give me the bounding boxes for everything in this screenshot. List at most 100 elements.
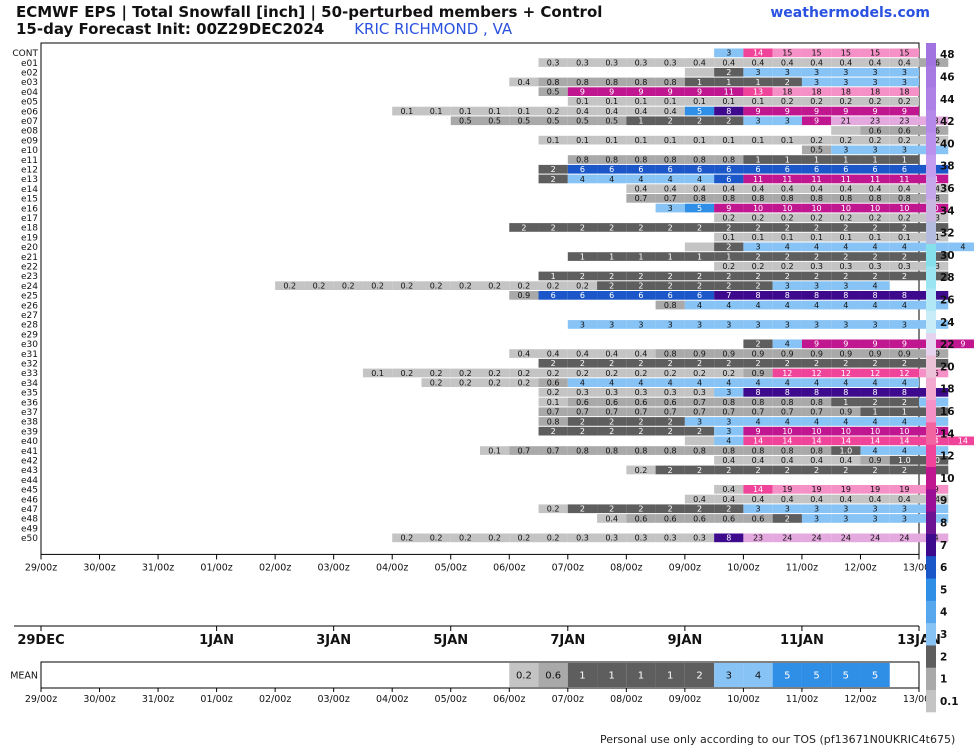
colorbar-label-2: 2 xyxy=(940,651,947,663)
cell-e35-20 xyxy=(626,388,656,397)
cell-e24-10 xyxy=(333,281,363,290)
cell-e34-20 xyxy=(626,378,656,387)
cell-label-e31-27: 0.9 xyxy=(839,349,852,358)
cell-label-e13-23: 6 xyxy=(726,175,731,184)
cell-e06-18 xyxy=(567,106,598,116)
cell-label-e42-28: 0.9 xyxy=(869,456,882,465)
cell-e11-23 xyxy=(714,155,744,164)
cell-label-e15-25: 0.8 xyxy=(781,194,794,203)
cell-label-e50-17: 0.2 xyxy=(547,534,560,543)
cell-e32-17 xyxy=(538,358,568,368)
cell-e12-20 xyxy=(626,164,656,174)
cell-e13-17 xyxy=(538,174,568,184)
cell-label-e17-23: 0.2 xyxy=(722,214,735,223)
colorbar-swatch-25 xyxy=(926,132,936,155)
cell-e04-28 xyxy=(860,87,890,96)
cell-label-e46-27: 0.4 xyxy=(839,495,852,504)
cell-label-e47-22: 2 xyxy=(697,505,702,514)
colorbar-label-16: 22 xyxy=(940,339,955,351)
cell-label-e18-22: 2 xyxy=(697,223,702,232)
cell-e17-23 xyxy=(714,213,744,223)
cell-e04-27 xyxy=(831,87,861,96)
cell-label-e13-18: 4 xyxy=(580,175,585,184)
cell-e12-23 xyxy=(714,164,744,174)
colorbar-label-11: 12 xyxy=(940,451,955,463)
cell-e25-26 xyxy=(801,291,832,300)
cell-label-e25-16: 0.9 xyxy=(518,291,531,300)
cell-e01-23 xyxy=(714,58,744,67)
cell-label-e23-23: 2 xyxy=(726,272,731,281)
cell-e33-26 xyxy=(801,368,832,378)
cell-e08-29 xyxy=(889,126,919,135)
cell-e37-20 xyxy=(626,407,656,417)
cell-MEAN-22 xyxy=(684,663,715,687)
cell-e36-20 xyxy=(626,397,656,407)
mean-tick-label-5: 03/00z xyxy=(317,694,349,705)
colorbar-label-5: 5 xyxy=(940,584,947,596)
cell-e31-27 xyxy=(831,349,861,358)
cell-label-e18-19: 2 xyxy=(609,223,614,232)
cell-e38-28 xyxy=(860,417,890,426)
cell-label-e39-27: 10 xyxy=(841,427,851,436)
cell-label-e24-14: 0.2 xyxy=(459,282,472,291)
brand-link[interactable]: weathermodels.com xyxy=(770,5,930,21)
cell-label-e18-24: 2 xyxy=(755,223,760,232)
cell-label-e04-22: 9 xyxy=(697,88,702,97)
cell-label-e39-25: 10 xyxy=(782,427,792,436)
cell-e35-19 xyxy=(597,388,627,397)
cell-label-e13-17: 2 xyxy=(551,175,556,184)
cell-e11-20 xyxy=(626,155,656,164)
cell-label-e18-29: 2 xyxy=(902,223,907,232)
colorbar-label-19: 28 xyxy=(940,272,955,284)
colorbar-swatch-11 xyxy=(926,444,936,467)
cell-label-e01-25: 0.4 xyxy=(781,58,794,67)
cell-label-e39-28: 10 xyxy=(870,427,880,436)
mean-tick-label-2: 31/00z xyxy=(142,694,174,705)
colorbar-swatch-7 xyxy=(926,533,936,557)
cell-label-CONT-24: 14 xyxy=(753,49,763,58)
cell-e21-20 xyxy=(626,252,656,261)
cell-e41-20 xyxy=(626,446,656,455)
cell-label-e23-26: 2 xyxy=(814,272,819,281)
cell-e41-25 xyxy=(772,446,802,455)
cell-label-e07-23: 2 xyxy=(726,117,731,126)
cell-e46-25 xyxy=(772,494,802,504)
tick-label-11: 09/00z xyxy=(669,562,701,573)
cell-e48-25 xyxy=(772,514,802,523)
cell-e02-25 xyxy=(772,67,802,77)
cell-e42-27 xyxy=(831,455,861,465)
cell-e06-16 xyxy=(509,106,539,116)
cell-label-MEAN-18: 1 xyxy=(579,671,585,682)
cell-e41-26 xyxy=(801,446,832,455)
cell-label-e41-22: 0.8 xyxy=(693,446,706,455)
cell-label-e26-22: 4 xyxy=(697,301,702,310)
cell-label-e40-29: 14 xyxy=(899,437,909,446)
cell-e25-22 xyxy=(684,291,715,300)
cell-e47-18 xyxy=(567,504,598,514)
tick-label-7: 05/00z xyxy=(435,562,467,573)
cell-label-e09-29: 0.2 xyxy=(898,136,911,145)
mean-tick-label-13: 11/00z xyxy=(786,694,818,705)
cell-e42-24 xyxy=(743,455,773,465)
cell-e16-25 xyxy=(772,203,802,213)
cell-label-e38-27: 4 xyxy=(843,417,848,426)
cell-e18-27 xyxy=(831,223,861,232)
cell-label-e35-26: 8 xyxy=(814,388,819,397)
cell-label-e02-27: 3 xyxy=(843,68,848,77)
cell-e19-27 xyxy=(831,232,861,242)
cell-label-e50-21: 0.3 xyxy=(664,534,677,543)
colorbar-swatch-28 xyxy=(926,65,936,88)
cell-label-e09-19: 0.1 xyxy=(605,136,618,145)
cell-label-e25-26: 8 xyxy=(814,291,819,300)
cell-e41-19 xyxy=(597,446,627,455)
cell-e16-23 xyxy=(714,203,744,213)
cell-label-e13-26: 11 xyxy=(811,175,821,184)
cell-e36-18 xyxy=(567,397,598,407)
cell-e15-23 xyxy=(714,194,744,203)
cell-label-e09-17: 0.1 xyxy=(547,136,560,145)
cell-MEAN-24 xyxy=(743,663,773,687)
member-label-e16: e16 xyxy=(21,204,38,214)
colorbar-label-3: 3 xyxy=(940,629,947,641)
member-label-e06: e06 xyxy=(21,107,38,117)
cell-e47-25 xyxy=(772,504,802,514)
